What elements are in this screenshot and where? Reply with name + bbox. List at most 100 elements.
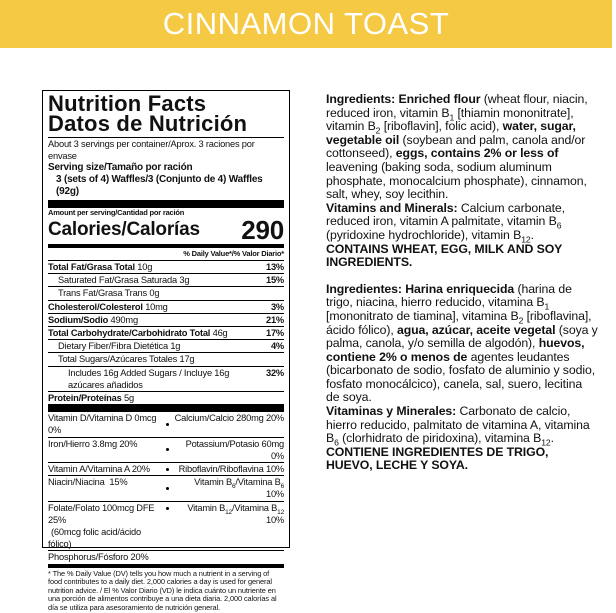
label-text: Folate/Folato 100mcg DFE 25% [48,502,155,525]
block: Vitamin B12/Vitamina B12 10% [174,502,284,551]
label-text: 12 [277,508,284,516]
block [160,438,174,462]
block: Protein/Proteínas 5g [48,392,134,404]
label-text: huevos, contiene 2% o menos de [326,336,585,364]
ingredients-es: Ingredientes: Harina enriquecida (harina… [326,281,598,405]
label-text: 10% [263,514,284,525]
medium-rule [48,563,284,568]
label-text: [riboflavin], folic acid), [380,119,503,134]
thick-rule [48,404,284,413]
label-text: agua, azúcar, aceite vegetal [396,322,556,337]
block: Vitamin B6/Vitamina B6 10% [174,476,284,500]
label-text: Vitamin D/Vitamina D 0mcg 0% [48,413,157,436]
vitamin-row: Iron/Hierro 3.8mg 20% Potassium/Potasio 6… [48,436,284,462]
label-text: Cholesterol/Colesterol [48,301,143,312]
label-text: 17% [265,328,284,339]
block: Total Sugars/Azúcares Totales 17g [58,353,195,365]
label-text: [mononitrato de tiamina], vitamina B [326,308,519,323]
label-text: 32% [265,367,284,378]
block: Trans Fat/Grasa Trans 0g [58,287,160,299]
thin-rule [48,137,284,138]
nutrient-row: Total Fat/Grasa Total 10g 13% [48,260,284,273]
nutrient-row: Includes 16g Added Sugars / Incluye 16g … [48,365,284,391]
bullet [165,422,169,426]
label-text: 490mg [110,314,138,325]
label-text: 12 [225,508,232,516]
label-text: . [550,431,554,446]
label-text: Calcium carbonate, reduced iron, vitamin… [326,200,565,229]
vitamins-en: Vitamins and Minerals: Calcium carbonate… [326,200,598,245]
vitamin-row: Folate/Folato 100mcg DFE 25% (60mcg folic… [48,500,284,551]
label-text: 5g [123,393,134,404]
vitamins-es: Vitaminas y Minerales: Carbonato de calc… [326,404,598,448]
label-text: 21% [265,314,284,325]
label-text: Vitamin A/Vitamina A 20% [48,464,150,475]
vitamin-row: Vitamin D/Vitamina D 0mcg 0% Calcium/Calc… [48,412,284,436]
label-text: (pyridoxine hydrochloride), vitamin B [326,227,522,242]
vitamin-row: Phosphorus/Fósforo 20% [48,550,284,563]
block [160,412,174,436]
dv-header: % Daily Value*/% Valor Diario* [183,249,284,258]
label-text: Carbonato de calcio, hierro reducido, pa… [326,404,590,446]
label-text: 12 [521,234,531,245]
label-text: 1g [170,341,181,352]
label-text: (wheat flour, niacin, reduced iron, vita… [326,92,588,120]
thick-rule [48,200,284,208]
label-text: Vitamin B [187,502,226,513]
label-title: Datos de Nutrición [48,111,248,136]
label-text: 6 [334,437,339,448]
label-text: 2 [518,315,524,326]
servings: About 3 servings per container/Aprox. 3 … [48,139,255,161]
label-text: [riboflavina], ácido fólico), [326,308,592,337]
serving-size-label: Serving size/Tamaño por ración [48,162,193,173]
label-text: Trans Fat/Grasa Trans [58,288,147,299]
label-text: Riboflavin/Riboflavina 10% [178,464,285,475]
calories: 290 [241,215,284,245]
label-text: 6 [556,220,562,231]
label-text: Sodium/Sodio [48,314,109,325]
label-text: 17g [179,354,195,365]
label-text: agentes leudantes (bicarbonato de sodio,… [326,349,596,405]
label-text: 6 [280,483,285,491]
label-text: Vitamin B [194,477,232,488]
block: Total Fat/Grasa Total 10g [48,261,152,273]
block: Sodium/Sodio 490mg [48,314,138,326]
label-text: /Vitamina B [231,502,278,513]
bullet [165,448,169,452]
block: Total Carbohydrate/Carbohidrato Total 46… [48,327,228,339]
label-text: Total Carbohydrate/Carbohidrato Total [48,328,211,339]
block [160,463,174,475]
label-text: /Vitamina B [235,477,281,488]
label-text: 12 [541,437,551,448]
label-text: 15% [265,275,284,286]
bullet [165,506,169,510]
label-text: Calcium/Calcio 280mg 20% [174,413,285,424]
label-text: 2 [375,125,381,136]
bullet [165,486,169,490]
label-text: Vitaminas y Minerales: [326,404,457,419]
nutrition-label: Nutrition Facts Datos de Nutrición About… [42,90,290,612]
footnote: * The % Daily Value (DV) tells you how m… [48,568,277,613]
label-text: 1 [544,301,550,312]
label-text: (60mcg folic acid/ácido fólico) [48,527,141,550]
block: Calories/Calorías 290 [48,215,284,245]
label-text: (soya y palma, canola, y/o semilla de al… [326,322,598,351]
block [160,476,174,500]
banner: CINNAMON TOAST [0,0,612,48]
label-text: 10g [137,262,153,272]
label-text: Total Fat/Grasa Total [48,262,135,272]
label-title: Nutrition Facts [48,91,207,116]
label-text: 0g [149,288,160,299]
label-text: Vitamins and Minerals: [326,200,458,215]
label-text: [thiamin mononitrate], vitamin B [326,105,574,134]
label-text: Saturated Fat/Grasa Saturada [58,275,177,286]
allergen-en: CONTAINS WHEAT, EGG, MILK AND SOY INGRED… [326,241,563,270]
label-text: Total Sugars/Azúcares Totales [58,354,178,365]
label-text: Ingredientes: Harina enriquecida [326,281,515,296]
label-text: 10% [263,489,284,500]
label-text: Includes 16g Added Sugars / Incluye 16g … [68,367,230,390]
allergen-es: CONTIENE INGREDIENTES DE TRIGO, HUEVO, L… [326,444,549,473]
label-text: 3g [179,275,190,286]
